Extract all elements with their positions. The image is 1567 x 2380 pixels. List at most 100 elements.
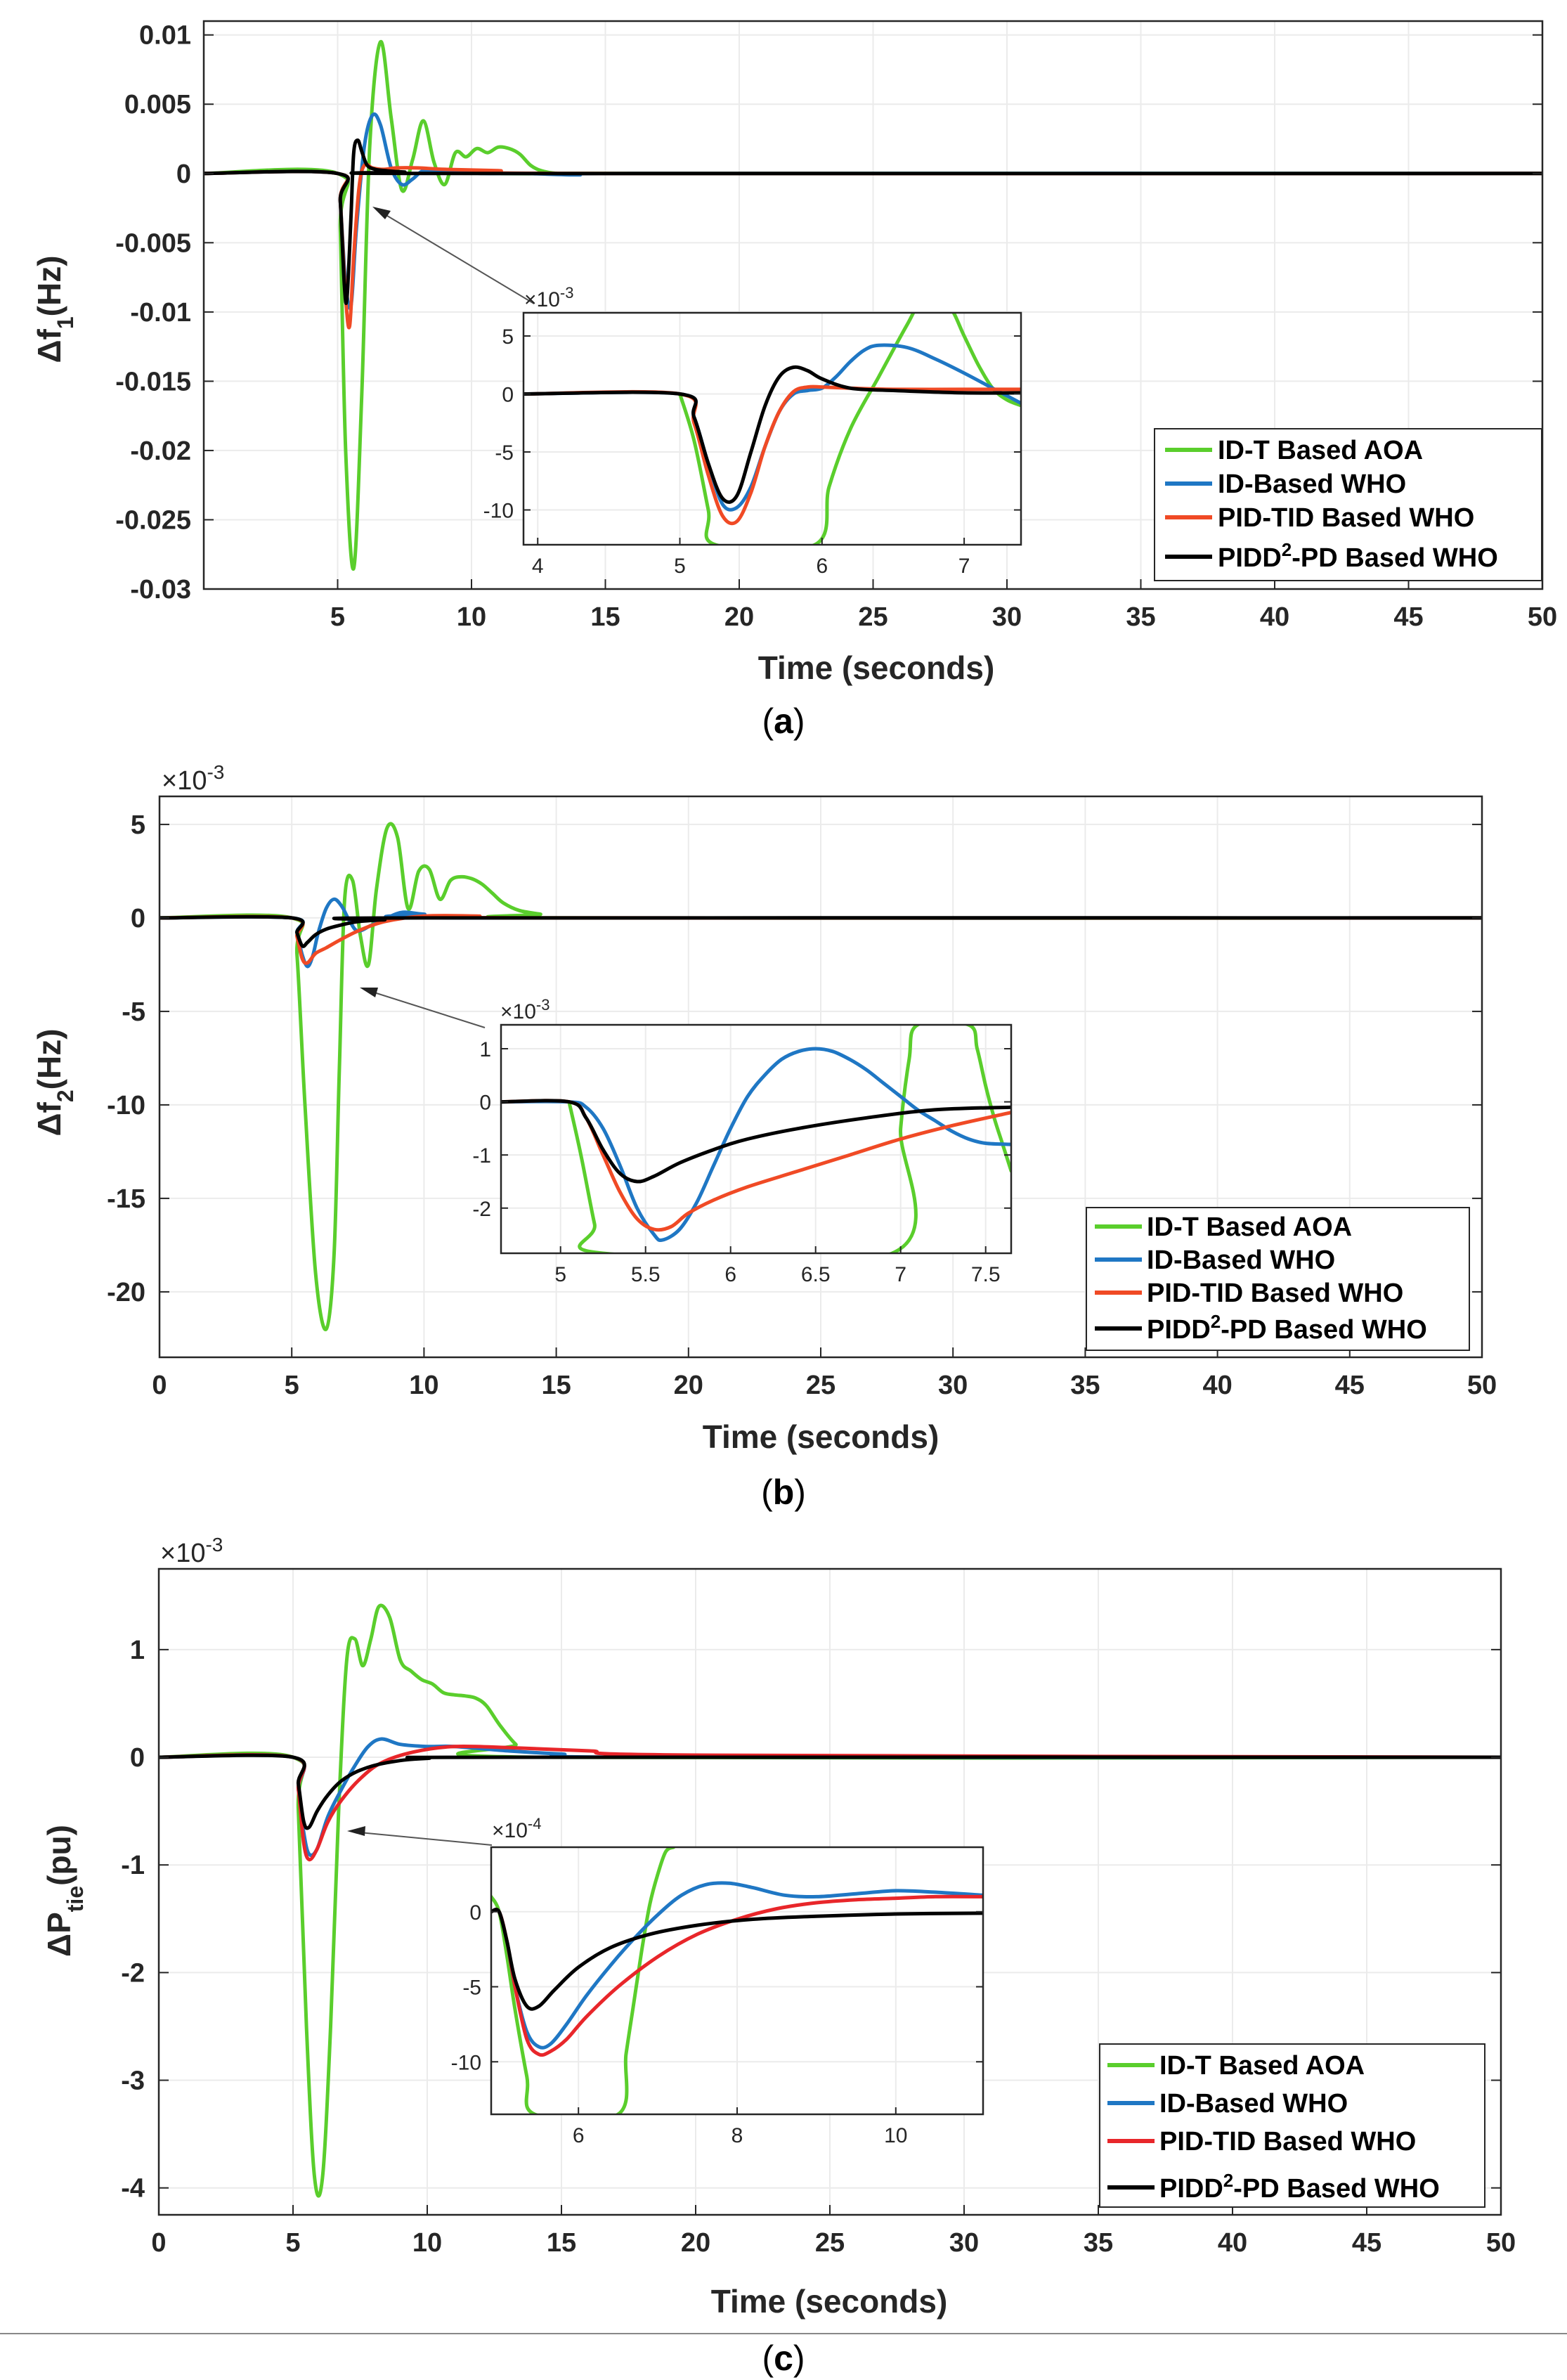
panel-c-xtick-label-10: 50 xyxy=(1486,2228,1516,2258)
legend-label-PID-TID-WHO: PID-TID Based WHO xyxy=(1159,2127,1416,2156)
panel-a-ytick-label-3: -0.005 xyxy=(115,228,191,258)
panel-c-inset-xtick-label-0: 6 xyxy=(573,2124,585,2147)
panel-a-series xyxy=(204,40,1542,571)
panel-c-xtick-label-0: 0 xyxy=(151,2228,166,2258)
panel-a-inset-series-id-t-based-aoa xyxy=(678,313,1021,545)
legend-label-PID-TID-WHO: PID-TID Based WHO xyxy=(1218,503,1474,533)
panel-c-ytick-label-3: -2 xyxy=(121,1958,145,1988)
panel-c-xticks: 0 5 10 15 20 25 30 35 40 45 50 xyxy=(151,2205,1516,2258)
panel-c-xtick-label-6: 30 xyxy=(949,2228,979,2258)
panel-c-exponent: ×10-3 xyxy=(160,1534,223,1569)
panel-c-inset-xtick-label-2: 10 xyxy=(884,2124,907,2147)
panel-a-inset-xtick-label-3: 7 xyxy=(958,555,970,578)
panel-a-ytick-label-4: -0.01 xyxy=(130,298,191,328)
panel-a-xlabel: Time (seconds) xyxy=(758,649,995,686)
panel-b-ytick-label-5: -20 xyxy=(107,1278,145,1307)
panel-b-xtick-label-10: 50 xyxy=(1467,1371,1497,1400)
panel-a-inset-xtick-label-2: 6 xyxy=(816,555,828,578)
legend-label-ID-WHO: ID-Based WHO xyxy=(1159,2089,1348,2119)
panel-b-inset-xtick-label-0: 5 xyxy=(554,1263,566,1286)
panel-a-inset-ytick-label-1: 0 xyxy=(502,384,514,407)
panel-b-arrow xyxy=(360,988,486,1028)
panel-b-inset-ytick-label-2: -1 xyxy=(472,1144,491,1168)
panel-a-inset-ytick-label-2: -5 xyxy=(495,441,514,465)
panel-a-caption: (a) xyxy=(762,701,805,741)
panel-c-inset-ytick-label-1: -5 xyxy=(462,1977,481,2000)
panel-c-xtick-label-1: 5 xyxy=(285,2228,300,2258)
panel-a-xtick-label-9: 50 xyxy=(1528,602,1557,632)
legend-label-ID-WHO: ID-Based WHO xyxy=(1147,1246,1335,1275)
panel-b-inset-box xyxy=(500,1023,1013,1255)
panel-a-ytick-label-1: 0.005 xyxy=(124,90,191,119)
panel-a-ytick-label-0: 0.01 xyxy=(139,21,191,51)
panel-b-xlabel: Time (seconds) xyxy=(703,1418,939,1455)
legend-label-ID-T-AOA: ID-T Based AOA xyxy=(1147,1212,1352,1242)
panel-a-inset-series-pidd2-pd-based-who xyxy=(524,365,1021,504)
panel-a-legend: ID-T Based AOA ID-Based WHO PID-TID Base… xyxy=(1154,428,1542,581)
panel-c-xtick-label-5: 25 xyxy=(815,2228,845,2258)
panel-b-ytick-label-1: 0 xyxy=(131,904,145,933)
panel-b: 50-5-10-15-20 0 5 10 15 20 25 30 35 40 45 50 ×10-3… xyxy=(31,761,1497,1513)
panel-a-ytick-label-2: 0 xyxy=(176,160,191,189)
panel-a-inset-xtick-label-1: 5 xyxy=(674,555,686,578)
panel-b-ytick-label-0: 5 xyxy=(131,810,145,840)
panel-b-inset-ytick-label-3: -2 xyxy=(472,1198,491,1221)
panel-b-inset-ytick-label-0: 1 xyxy=(479,1038,491,1061)
panel-c-inset-ytick-label-2: -10 xyxy=(451,2051,481,2074)
panel-a-series-pidd2-pd-based-who xyxy=(204,138,1542,305)
panel-b-ytick-label-2: -5 xyxy=(122,997,145,1027)
panel-a-xtick-label-8: 45 xyxy=(1393,602,1423,632)
legend-label-PIDD2-PD-WHO: PIDD2-PD Based WHO xyxy=(1147,1311,1427,1345)
panel-a-yticks: 0.01 0.005 0 -0.005 -0.01 -0.015 -0.02 -0.025 -0… xyxy=(115,21,1542,604)
panel-b-legend: ID-T Based AOA ID-Based WHO PID-TID Base… xyxy=(1086,1207,1470,1351)
panel-a-inset-ytick-label-0: 5 xyxy=(502,325,514,349)
panel-a-arrow xyxy=(372,207,535,304)
legend-label-PIDD2-PD-WHO: PIDD2-PD Based WHO xyxy=(1218,539,1498,573)
panel-c-ytick-label-1: 0 xyxy=(130,1743,145,1773)
panel-a-xtick-label-6: 35 xyxy=(1126,602,1155,632)
panel-b-xtick-label-4: 20 xyxy=(674,1371,703,1400)
panel-b-inset-series-id-t-based-aoa xyxy=(567,1025,1011,1253)
panel-b-xtick-label-9: 45 xyxy=(1335,1371,1365,1400)
legend-label-ID-WHO: ID-Based WHO xyxy=(1218,470,1406,499)
panel-a-xtick-label-1: 10 xyxy=(457,602,486,632)
panel-b-ytick-label-3: -10 xyxy=(107,1091,145,1120)
panel-c-xtick-label-2: 10 xyxy=(412,2228,442,2258)
legend-label-ID-T-AOA: ID-T Based AOA xyxy=(1159,2051,1365,2081)
panel-b-series xyxy=(160,822,1482,1331)
panel-c-xtick-label-8: 40 xyxy=(1218,2228,1247,2258)
panel-a-ytick-label-8: -0.03 xyxy=(130,575,191,604)
panel-c-ytick-label-2: -1 xyxy=(121,1851,145,1880)
panel-c-ytick-label-5: -4 xyxy=(121,2174,145,2204)
panel-c-inset-exponent: ×10-4 xyxy=(492,1815,541,1843)
panel-a-ytick-label-5: -0.015 xyxy=(115,367,191,396)
panel-c-ytick-label-4: -3 xyxy=(121,2067,145,2096)
panel-a-xtick-label-4: 25 xyxy=(858,602,887,632)
panel-c-series-pidd2-pd-based-who xyxy=(159,1753,1501,1830)
panel-a-xtick-label-7: 40 xyxy=(1260,602,1289,632)
panel-c-arrow xyxy=(347,1826,493,1846)
panel-b-inset-xtick-label-4: 7 xyxy=(895,1263,906,1286)
panel-b-inset-xtick-label-1: 5.5 xyxy=(631,1263,661,1286)
panel-c-inset-xtick-label-1: 8 xyxy=(732,2124,743,2147)
panel-c-legend: ID-T Based AOA ID-Based WHO PID-TID Base… xyxy=(1099,2043,1485,2208)
panel-b-series-id-t-based-aoa xyxy=(160,822,1482,1331)
panel-c-xlabel: Time (seconds) xyxy=(711,2283,948,2320)
panel-b-exponent: ×10-3 xyxy=(162,761,224,796)
panel-c-yticks: 10 -1 -2 -3 -4 xyxy=(121,1636,1501,2204)
panel-a-inset-exponent: ×10-3 xyxy=(524,284,573,312)
panel-b-caption: (b) xyxy=(761,1473,806,1512)
panel-a-ytick-label-6: -0.02 xyxy=(130,436,191,466)
panel-b-yticks: 5 0 -5 -10 -1 5 -20 xyxy=(107,810,1482,1307)
panel-b-inset-xtick-label-2: 6 xyxy=(724,1263,736,1286)
panel-c-caption: (c) xyxy=(762,2339,805,2378)
panel-a-inset-box xyxy=(522,311,1022,546)
panel-b-xtick-label-0: 0 xyxy=(152,1371,167,1400)
panel-c-inset-ytick-label-0: 0 xyxy=(469,1901,481,1925)
panel-a-xtick-label-3: 20 xyxy=(724,602,754,632)
panel-b-xtick-label-2: 10 xyxy=(409,1371,438,1400)
panel-a: 0.01 0.005 0 -0.005 -0.01 -0.015 -0.02 -0.025 -0… xyxy=(31,20,1557,741)
panel-b-inset: 1 0 -1 -2 5 5.5 6 6.5 7 7.5 ×10-3 xyxy=(472,996,1013,1286)
panel-a-inset-xtick-label-0: 4 xyxy=(532,555,544,578)
